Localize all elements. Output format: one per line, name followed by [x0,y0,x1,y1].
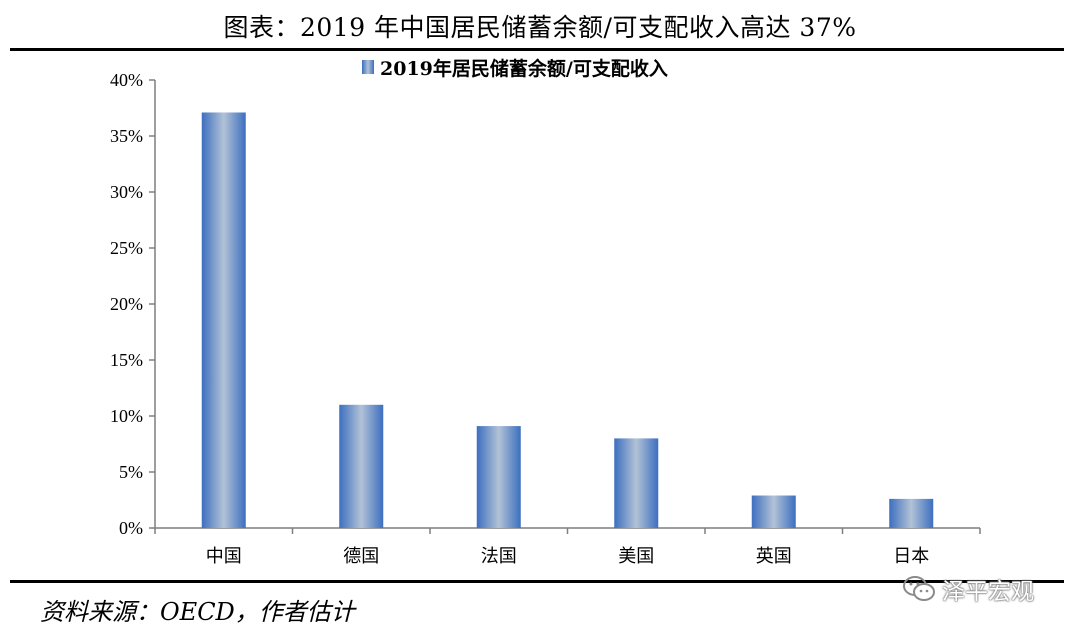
wechat-icon [903,576,935,601]
x-tick-label: 美国 [618,546,654,567]
legend-swatch [362,60,374,74]
bar-德国 [339,404,384,528]
x-tick-label: 英国 [756,546,792,567]
figure-title: 图表：2019 年中国居民储蓄余额/可支配收入高达 37% [223,13,857,42]
y-tick-label: 20% [110,294,143,314]
bar-chart: 2019年居民储蓄余额/可支配收入 0% 5% 10% 15% 20% 25% 30% 35%… [110,57,981,567]
watermark-text: 泽平宏观 [942,579,1034,605]
x-tick-label: 德国 [343,546,379,567]
source-note: 资料来源：OECD，作者估计 [40,598,355,626]
y-tick-label: 35% [110,126,143,146]
y-tick-label: 5% [119,462,143,482]
x-axis: 中国 德国 法国 美国 英国 日本 [154,527,981,567]
bottom-rule [10,580,1064,583]
y-tick-label: 15% [110,350,143,370]
top-rule [10,48,1064,51]
y-tick-label: 25% [110,238,143,258]
x-tick-label: 日本 [893,546,929,567]
bar-中国 [201,112,246,528]
x-tick-label: 法国 [481,546,517,567]
y-axis: 0% 5% 10% 15% 20% 25% 30% 35% 40% [110,70,156,538]
chart-legend: 2019年居民储蓄余额/可支配收入 [362,57,668,80]
y-tick-label: 40% [110,70,143,90]
legend-label: 2019年居民储蓄余额/可支配收入 [380,57,668,80]
bar-series [201,112,934,528]
bar-美国 [614,438,659,528]
watermark: 泽平宏观 [902,572,1034,606]
y-tick-label: 10% [110,406,143,426]
x-tick-label: 中国 [206,546,242,567]
bar-英国 [751,495,796,528]
bar-日本 [889,498,934,528]
bar-法国 [476,426,521,528]
y-tick-label: 30% [110,182,143,202]
y-tick-label: 0% [119,518,143,538]
